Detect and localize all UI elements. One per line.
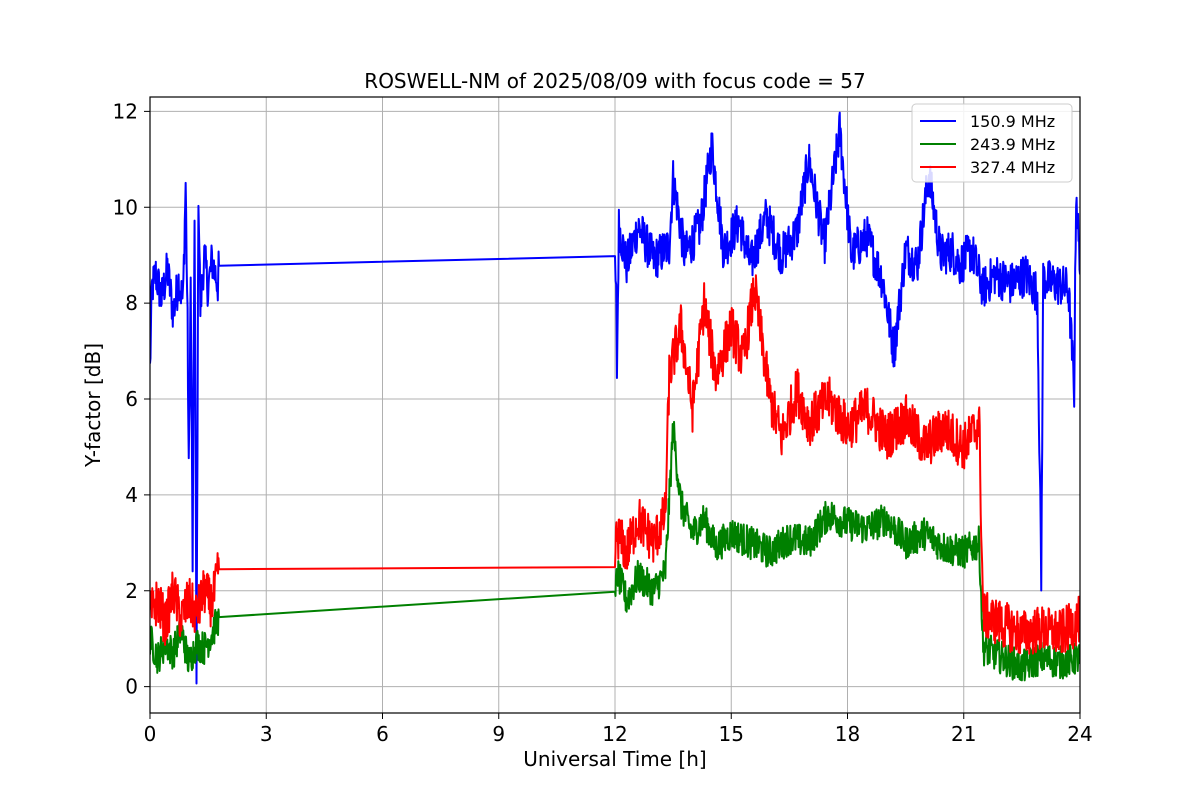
- legend-entry-0: 150.9 MHz: [970, 112, 1055, 131]
- x-tick-label-0: 0: [144, 722, 157, 746]
- x-tick-label-5: 15: [719, 722, 744, 746]
- y-tick-label-3: 6: [125, 387, 138, 411]
- y-tick-label-6: 12: [113, 99, 138, 123]
- series-line-1: [150, 420, 1080, 682]
- legend-entry-1: 243.9 MHz: [970, 135, 1055, 154]
- y-axis-label: Y-factor [dB]: [81, 343, 105, 468]
- legend-box: [911, 103, 1073, 183]
- series-line-0: [150, 111, 1080, 685]
- x-tick-label-3: 9: [492, 722, 505, 746]
- x-tick-label-1: 3: [260, 722, 273, 746]
- y-tick-label-1: 2: [125, 579, 138, 603]
- x-tick-label-8: 24: [1067, 722, 1092, 746]
- x-tick-label-7: 21: [951, 722, 976, 746]
- y-tick-label-5: 10: [113, 195, 138, 219]
- y-tick-label-0: 0: [125, 675, 138, 699]
- x-axis-label: Universal Time [h]: [523, 747, 706, 771]
- x-tick-label-2: 6: [376, 722, 389, 746]
- x-tick-label-4: 12: [602, 722, 627, 746]
- y-tick-label-2: 4: [125, 483, 138, 507]
- legend-entry-2: 327.4 MHz: [970, 158, 1055, 177]
- y-tick-label-4: 8: [125, 291, 138, 315]
- series-group: [150, 111, 1080, 685]
- chart-title: ROSWELL-NM of 2025/08/09 with focus code…: [364, 69, 865, 93]
- x-tick-label-6: 18: [835, 722, 860, 746]
- legend: 150.9 MHz 243.9 MHz 327.4 MHz: [911, 103, 1073, 183]
- series-line-2: [150, 274, 1080, 655]
